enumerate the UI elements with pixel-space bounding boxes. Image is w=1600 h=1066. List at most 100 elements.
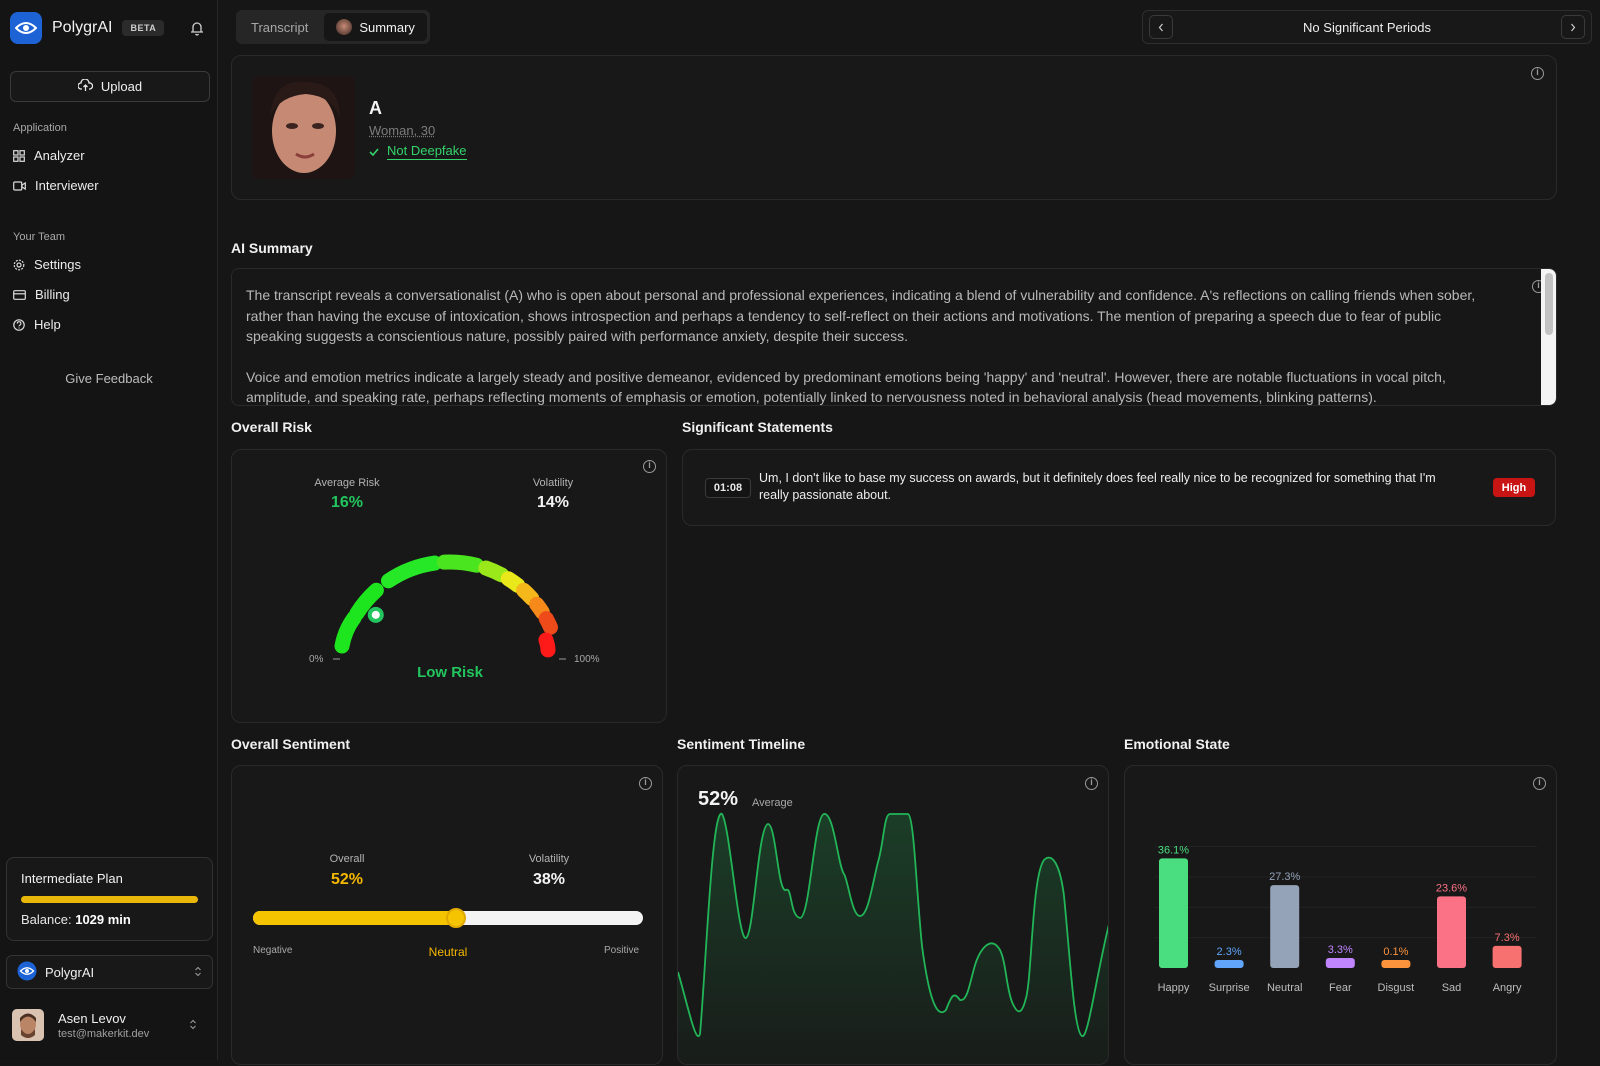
sidebar: PolygrAI BETA Upload Application Analyze… — [0, 0, 218, 1060]
period-navigator: No Significant Periods — [1142, 10, 1592, 44]
tab-label: Transcript — [251, 20, 308, 35]
gauge-segments — [342, 562, 550, 650]
emotion-value-label: 3.3% — [1328, 944, 1353, 956]
tab-transcript[interactable]: Transcript — [239, 13, 320, 41]
gauge-segment — [537, 604, 543, 612]
card-icon — [13, 290, 26, 300]
help-icon — [13, 319, 25, 331]
summary-paragraph: The transcript reveals a conversationali… — [246, 285, 1500, 347]
emotion-value-label: 23.6% — [1436, 882, 1467, 894]
sidebar-item-settings[interactable]: Settings — [13, 257, 81, 272]
emotion-bar — [1437, 896, 1466, 968]
sidebar-item-billing[interactable]: Billing — [13, 287, 70, 302]
overall-value: 52% — [292, 871, 402, 889]
brand-row[interactable]: PolygrAI BETA — [10, 12, 164, 44]
balance-value: 1029 min — [75, 912, 131, 927]
gauge-segment — [546, 619, 550, 628]
upload-button[interactable]: Upload — [10, 71, 210, 102]
emotion-bar — [1493, 946, 1522, 968]
emotion-bar — [1326, 958, 1355, 968]
eye-logo-icon — [17, 961, 37, 984]
emotion-category-label: Disgust — [1378, 982, 1415, 994]
emotion-category-label: Fear — [1329, 982, 1352, 994]
statement-timestamp[interactable]: 01:08 — [705, 478, 751, 498]
sidebar-item-label: Help — [34, 317, 61, 332]
emotion-bar — [1215, 960, 1244, 968]
scrollbar-thumb[interactable] — [1545, 273, 1553, 335]
user-name: Asen Levov — [58, 1011, 149, 1026]
overall-sentiment-title: Overall Sentiment — [231, 736, 350, 752]
emotion-bar — [1381, 960, 1410, 968]
volatility-label: Volatility — [494, 853, 604, 865]
emotion-category-label: Angry — [1493, 982, 1522, 994]
gauge-segment — [508, 579, 517, 586]
overall-label: Overall — [292, 853, 402, 865]
beta-badge: BETA — [122, 20, 164, 36]
statement-card[interactable]: 01:08 Um, I don't like to base my succes… — [682, 449, 1556, 526]
grid-icon — [13, 150, 25, 162]
gauge-segment — [444, 562, 476, 565]
emotion-value-label: 36.1% — [1158, 844, 1189, 856]
section-application: Application — [13, 122, 67, 134]
sentiment-slider-handle[interactable] — [446, 908, 466, 928]
gauge-segment — [388, 563, 434, 581]
overall-sentiment-card: Overall 52% Volatility 38% Negative Neut… — [231, 765, 663, 1065]
emotion-bar — [1270, 885, 1299, 968]
gauge-indicator — [370, 609, 382, 621]
emotion-value-label: 27.3% — [1269, 871, 1300, 883]
tab-summary[interactable]: Summary — [324, 13, 427, 41]
user-email: test@makerkit.dev — [58, 1028, 149, 1040]
chevron-right-icon — [1570, 23, 1576, 32]
sidebar-item-label: Billing — [35, 287, 70, 302]
summary-paragraph: Voice and emotion metrics indicate a lar… — [246, 367, 1500, 407]
chevron-left-icon — [1158, 23, 1164, 32]
risk-status: Low Risk — [232, 664, 668, 681]
emotion-category-label: Neutral — [1267, 982, 1302, 994]
sidebar-item-label: Analyzer — [34, 148, 85, 163]
give-feedback-link[interactable]: Give Feedback — [0, 371, 218, 386]
plan-balance: Balance: 1029 min — [21, 912, 198, 927]
sidebar-item-help[interactable]: Help — [13, 317, 61, 332]
gear-icon — [13, 259, 25, 271]
plan-title: Intermediate Plan — [21, 871, 198, 886]
sentiment-timeline-chart — [678, 766, 1109, 1065]
emotion-value-label: 2.3% — [1217, 946, 1242, 958]
prev-period-button[interactable] — [1149, 15, 1173, 39]
face-thumb-icon — [336, 19, 352, 35]
sidebar-item-interviewer[interactable]: Interviewer — [13, 178, 99, 193]
view-tabs: Transcript Summary — [236, 10, 430, 44]
video-icon — [13, 181, 26, 191]
ai-summary-box: The transcript reveals a conversationali… — [231, 268, 1557, 406]
period-label: No Significant Periods — [1303, 20, 1431, 35]
gauge-segment — [524, 590, 532, 598]
gauge-segment — [342, 618, 354, 646]
emotion-category-label: Happy — [1158, 982, 1190, 994]
emotion-category-label: Sad — [1442, 982, 1462, 994]
bell-icon[interactable] — [190, 21, 204, 39]
volatility-value: 38% — [494, 871, 604, 889]
avatar — [12, 1009, 44, 1041]
org-selector[interactable]: PolygrAI — [6, 955, 213, 989]
subject-demographics: Woman, 30 — [369, 123, 435, 138]
tab-label: Summary — [359, 20, 415, 35]
info-icon[interactable] — [639, 777, 652, 790]
significant-statements-title: Significant Statements — [682, 419, 833, 435]
profile-card: A Woman, 30 Not Deepfake — [231, 55, 1557, 200]
positive-label: Positive — [604, 945, 639, 956]
next-period-button[interactable] — [1561, 15, 1585, 39]
sentiment-fill — [253, 911, 456, 925]
deepfake-status[interactable]: Not Deepfake — [369, 143, 467, 160]
emotional-state-title: Emotional State — [1124, 736, 1230, 752]
deepfake-label: Not Deepfake — [387, 143, 467, 160]
scrollbar[interactable] — [1541, 269, 1556, 406]
sidebar-item-analyzer[interactable]: Analyzer — [13, 148, 85, 163]
section-team: Your Team — [13, 231, 65, 243]
ai-summary-title: AI Summary — [231, 240, 313, 256]
emotion-value-label: 0.1% — [1383, 946, 1408, 958]
emotion-value-label: 7.3% — [1495, 932, 1520, 944]
risk-level-badge: High — [1493, 478, 1535, 497]
info-icon[interactable] — [1531, 67, 1544, 80]
org-name: PolygrAI — [45, 965, 186, 980]
user-menu[interactable]: Asen Levov test@makerkit.dev — [12, 1009, 197, 1041]
statement-text: Um, I don't like to base my success on a… — [759, 470, 1459, 504]
